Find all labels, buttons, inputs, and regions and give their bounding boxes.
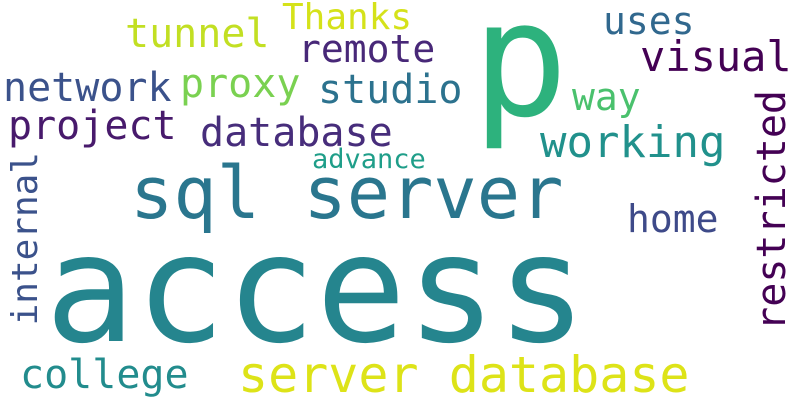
word-access: access bbox=[45, 203, 587, 377]
word-thanks: Thanks bbox=[282, 0, 413, 38]
word-proxy: proxy bbox=[180, 61, 301, 107]
word-studio: studio bbox=[318, 67, 463, 113]
word-database: database bbox=[200, 110, 393, 156]
word-restricted: restricted bbox=[749, 90, 795, 331]
word-working: working bbox=[540, 117, 726, 168]
word-uses: uses bbox=[603, 0, 695, 43]
word-p: p bbox=[472, 0, 569, 153]
word-network: network bbox=[3, 65, 172, 111]
word-project: project bbox=[8, 103, 177, 149]
word-remote: remote bbox=[298, 27, 436, 71]
word-way: way bbox=[572, 75, 641, 119]
word-college: college bbox=[20, 352, 189, 398]
word-home: home bbox=[627, 197, 719, 241]
word-server-database: server database bbox=[238, 346, 690, 400]
word-tunnel: tunnel bbox=[125, 11, 270, 57]
word-visual: visual bbox=[640, 32, 792, 81]
word-sql-server: sql server bbox=[130, 151, 564, 235]
word-internal: internal bbox=[5, 152, 46, 326]
word-advance: advance bbox=[312, 144, 426, 175]
